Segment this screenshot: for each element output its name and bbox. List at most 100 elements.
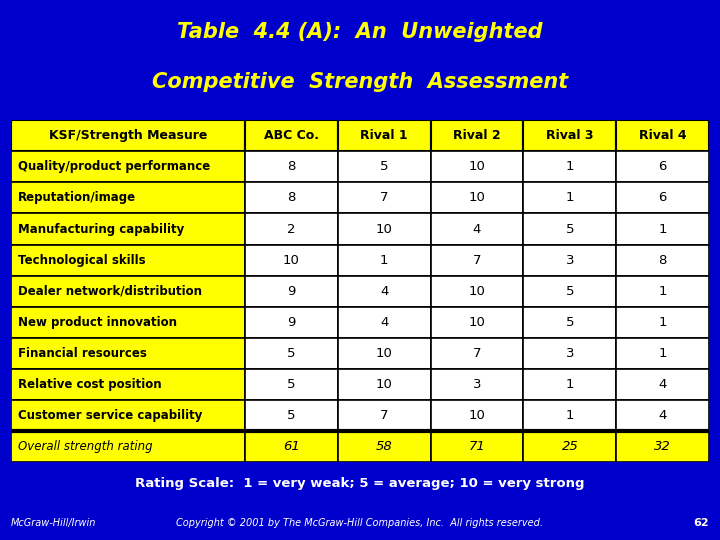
Text: 4: 4 xyxy=(380,315,388,328)
Bar xyxy=(11,245,245,275)
Text: Copyright © 2001 by The McGraw-Hill Companies, Inc.  All rights reserved.: Copyright © 2001 by The McGraw-Hill Comp… xyxy=(176,518,544,528)
Text: 10: 10 xyxy=(283,254,300,267)
Bar xyxy=(11,183,245,213)
Bar xyxy=(523,275,616,307)
Bar xyxy=(11,151,245,183)
Text: Table  4.4 (A):  An  Unweighted: Table 4.4 (A): An Unweighted xyxy=(177,22,543,42)
Bar xyxy=(338,213,431,245)
Text: 61: 61 xyxy=(283,440,300,453)
Text: 7: 7 xyxy=(473,347,481,360)
Text: 5: 5 xyxy=(287,377,295,390)
Bar xyxy=(523,120,616,151)
Bar xyxy=(431,213,523,245)
Text: 10: 10 xyxy=(469,160,485,173)
Bar xyxy=(616,338,709,369)
Text: 5: 5 xyxy=(566,285,574,298)
Text: Competitive  Strength  Assessment: Competitive Strength Assessment xyxy=(152,72,568,92)
Bar xyxy=(245,120,338,151)
Text: 10: 10 xyxy=(469,315,485,328)
Bar xyxy=(338,307,431,338)
Bar xyxy=(431,275,523,307)
Text: 71: 71 xyxy=(469,440,485,453)
Bar xyxy=(616,183,709,213)
Text: 5: 5 xyxy=(287,347,295,360)
Text: 10: 10 xyxy=(376,222,392,235)
Bar xyxy=(616,400,709,431)
Text: 4: 4 xyxy=(659,409,667,422)
Bar xyxy=(431,307,523,338)
Text: 3: 3 xyxy=(473,377,481,390)
Bar xyxy=(11,120,245,151)
Text: 10: 10 xyxy=(469,409,485,422)
Bar xyxy=(431,431,523,462)
Bar xyxy=(11,431,245,462)
Text: 10: 10 xyxy=(376,347,392,360)
Bar xyxy=(616,369,709,400)
Text: 4: 4 xyxy=(473,222,481,235)
Bar xyxy=(245,338,338,369)
Bar xyxy=(338,120,431,151)
Bar xyxy=(523,183,616,213)
Bar xyxy=(616,120,709,151)
Text: 4: 4 xyxy=(659,377,667,390)
Text: 3: 3 xyxy=(566,254,574,267)
Text: 58: 58 xyxy=(376,440,392,453)
Text: 10: 10 xyxy=(469,285,485,298)
Text: New product innovation: New product innovation xyxy=(18,315,177,328)
Bar xyxy=(431,369,523,400)
Bar xyxy=(523,431,616,462)
Bar xyxy=(523,307,616,338)
Text: 1: 1 xyxy=(380,254,388,267)
Text: ABC Co.: ABC Co. xyxy=(264,130,319,143)
Text: 5: 5 xyxy=(566,315,574,328)
Bar xyxy=(523,213,616,245)
Text: 62: 62 xyxy=(693,518,709,528)
Text: 4: 4 xyxy=(380,285,388,298)
Bar xyxy=(431,151,523,183)
Text: 1: 1 xyxy=(566,409,574,422)
Bar xyxy=(245,213,338,245)
Text: 5: 5 xyxy=(380,160,388,173)
Bar xyxy=(338,275,431,307)
Bar xyxy=(616,275,709,307)
Text: 1: 1 xyxy=(566,377,574,390)
Text: 25: 25 xyxy=(562,440,578,453)
Text: Rival 2: Rival 2 xyxy=(453,130,501,143)
Text: 3: 3 xyxy=(566,347,574,360)
Bar xyxy=(245,275,338,307)
Bar xyxy=(245,400,338,431)
Text: 5: 5 xyxy=(287,409,295,422)
Text: Rating Scale:  1 = very weak; 5 = average; 10 = very strong: Rating Scale: 1 = very weak; 5 = average… xyxy=(135,477,585,490)
Text: KSF/Strength Measure: KSF/Strength Measure xyxy=(48,130,207,143)
Bar xyxy=(338,245,431,275)
Text: McGraw-Hill/Irwin: McGraw-Hill/Irwin xyxy=(11,518,96,528)
Text: Overall strength rating: Overall strength rating xyxy=(18,440,153,453)
Text: 9: 9 xyxy=(287,285,295,298)
Text: 7: 7 xyxy=(380,192,388,205)
Bar xyxy=(338,338,431,369)
Bar xyxy=(431,120,523,151)
Bar xyxy=(616,307,709,338)
Text: Technological skills: Technological skills xyxy=(18,254,145,267)
Text: Dealer network/distribution: Dealer network/distribution xyxy=(18,285,202,298)
Text: 5: 5 xyxy=(566,222,574,235)
Text: 8: 8 xyxy=(287,192,295,205)
Bar xyxy=(245,183,338,213)
Text: Reputation/image: Reputation/image xyxy=(18,192,136,205)
Bar xyxy=(523,400,616,431)
Bar xyxy=(245,369,338,400)
Bar xyxy=(523,369,616,400)
Text: 1: 1 xyxy=(659,285,667,298)
Text: 8: 8 xyxy=(659,254,667,267)
Text: 10: 10 xyxy=(376,377,392,390)
Text: 1: 1 xyxy=(659,315,667,328)
Text: Manufacturing capability: Manufacturing capability xyxy=(18,222,184,235)
Bar xyxy=(338,400,431,431)
Bar xyxy=(616,245,709,275)
Bar xyxy=(245,431,338,462)
Text: 6: 6 xyxy=(659,160,667,173)
Text: Financial resources: Financial resources xyxy=(18,347,147,360)
Text: 6: 6 xyxy=(659,192,667,205)
Bar xyxy=(11,400,245,431)
Bar xyxy=(431,400,523,431)
